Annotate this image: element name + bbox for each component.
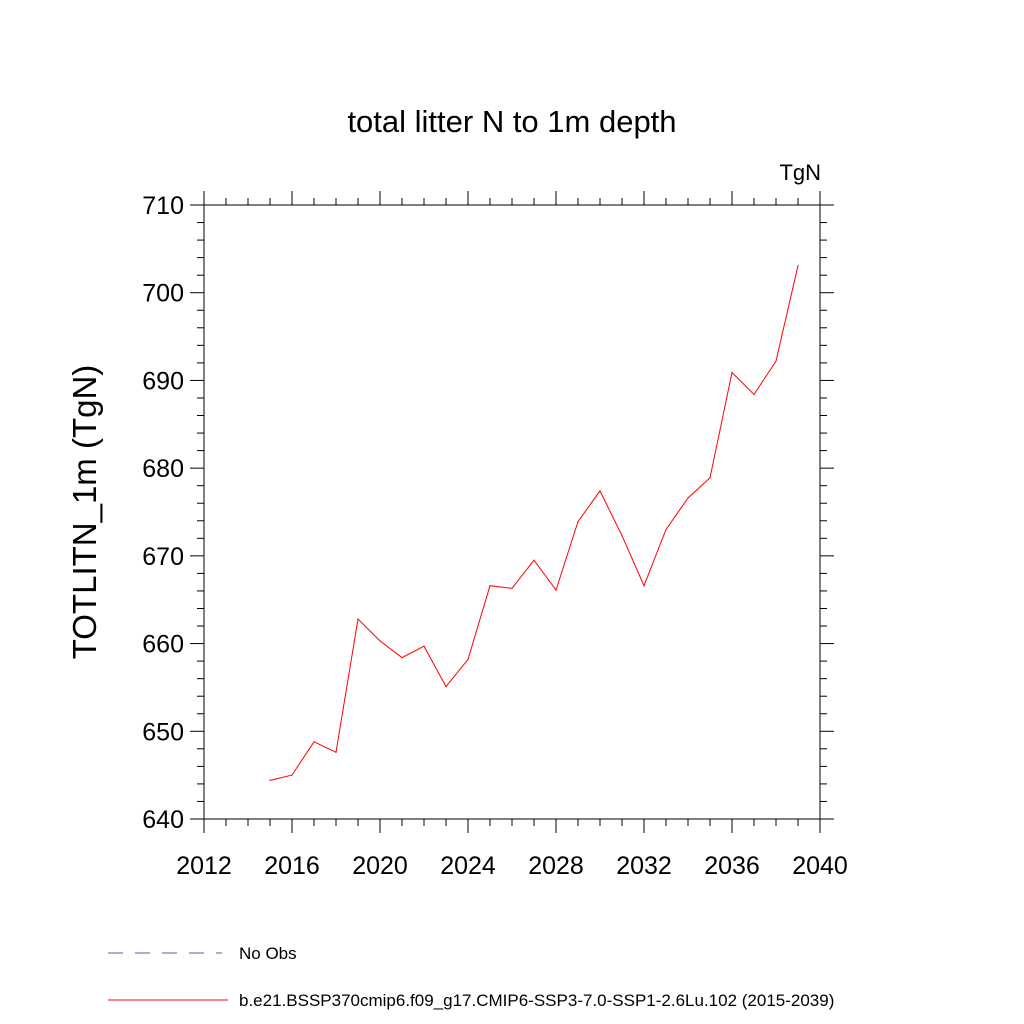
data-point [489, 585, 491, 587]
data-point [621, 535, 623, 537]
y-tick-label: 670 [142, 543, 184, 571]
x-tick-label: 2024 [440, 852, 496, 880]
y-tick-label: 690 [142, 367, 184, 395]
series-layer [269, 264, 799, 782]
x-tick-label: 2028 [528, 852, 584, 880]
data-point [379, 640, 381, 642]
y-tick-label: 700 [142, 280, 184, 308]
data-point [291, 774, 293, 776]
y-tick-label: 660 [142, 631, 184, 659]
y-tick-label: 710 [142, 192, 184, 220]
data-point [533, 559, 535, 561]
data-point [753, 393, 755, 396]
x-tick-label: 2036 [704, 852, 760, 880]
data-point [401, 657, 403, 659]
data-point [577, 521, 579, 523]
data-point [797, 264, 799, 267]
data-point [643, 585, 645, 587]
data-point [665, 528, 667, 531]
data-point [775, 360, 777, 362]
x-tick-label: 2012 [176, 852, 232, 880]
y-tick-label: 680 [142, 455, 184, 483]
data-point [511, 587, 513, 589]
legend-label-model: b.e21.BSSP370cmip6.f09_g17.CMIP6-SSP3-7.… [239, 991, 834, 1010]
chart-title: total litter N to 1m depth [347, 104, 676, 139]
x-tick-label: 2020 [352, 852, 408, 880]
data-point [709, 477, 711, 479]
data-point [423, 645, 425, 647]
data-point [335, 751, 337, 753]
data-point [687, 497, 689, 499]
x-tick-label: 2032 [616, 852, 672, 880]
data-point [555, 589, 557, 591]
series-line [269, 265, 799, 781]
data-point [357, 618, 359, 620]
axes: 2012 2016 2020 2024 2028 2032 2036 2040 640 650 66… [142, 191, 848, 880]
data-point [269, 779, 271, 782]
data-point [445, 686, 447, 688]
data-point [731, 371, 733, 374]
legend: No Obs b.e21.BSSP370cmip6.f09_g17.CMIP6-… [108, 944, 834, 1010]
units-label: TgN [779, 160, 821, 185]
x-tick-label: 2040 [792, 852, 848, 880]
y-tick-label: 650 [142, 718, 184, 746]
data-point [313, 741, 315, 743]
y-tick-label: 640 [142, 806, 184, 834]
data-point [599, 490, 601, 492]
plot-frame [203, 204, 821, 820]
legend-label-no-obs: No Obs [239, 944, 297, 963]
data-point [467, 658, 469, 661]
y-axis-label: TOTLITN_1m (TgN) [66, 365, 103, 660]
x-tick-label: 2016 [264, 852, 320, 880]
